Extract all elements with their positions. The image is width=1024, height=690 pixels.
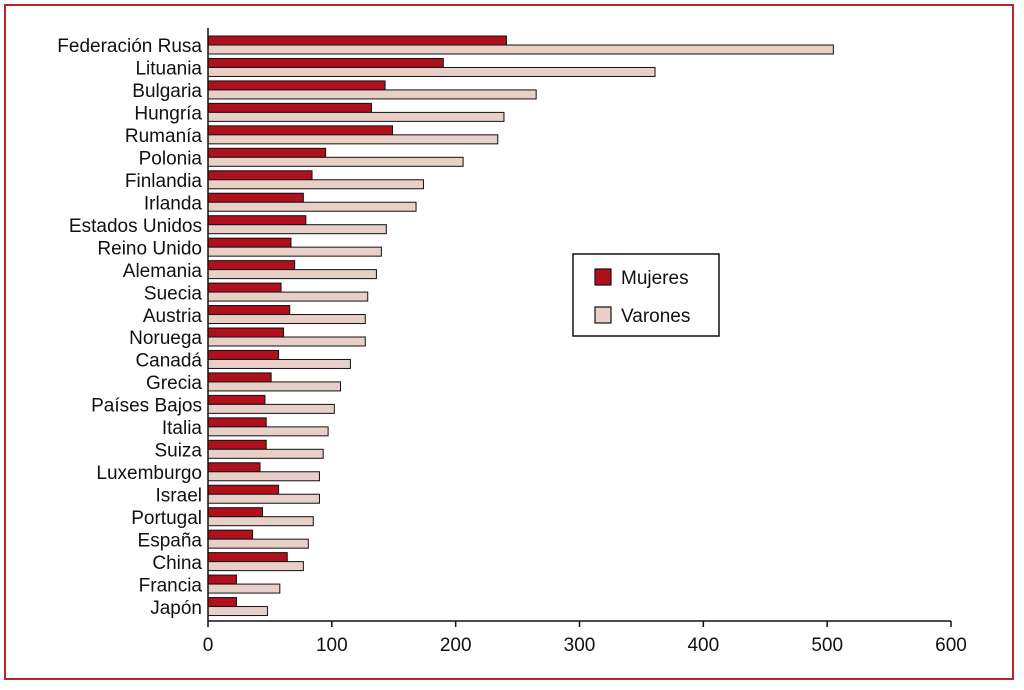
bar-varones-china bbox=[207, 561, 304, 572]
bar-mujeres-japon bbox=[207, 597, 237, 608]
category-label-lituania: Lituania bbox=[135, 59, 202, 80]
bar-mujeres-francia bbox=[207, 574, 237, 585]
category-label-suiza: Suiza bbox=[154, 441, 202, 462]
bar-varones-canada bbox=[207, 358, 351, 369]
bar-varones-bulgaria bbox=[207, 89, 537, 100]
bar-mujeres-alemania bbox=[207, 260, 296, 271]
category-label-alemania: Alemania bbox=[123, 261, 203, 282]
bar-varones-hungria bbox=[207, 111, 505, 122]
axes-group: 0 100 200 300 400 500 600 bbox=[203, 28, 967, 656]
legend-swatch-mujeres bbox=[594, 268, 612, 286]
category-label-hungria: Hungría bbox=[134, 104, 202, 125]
category-label-grecia: Grecia bbox=[146, 373, 202, 394]
x-tick-label-300: 300 bbox=[564, 635, 596, 656]
chart-frame: Federación Rusa Lituania Bulgaria Hungría Ru… bbox=[4, 4, 1014, 680]
bar-mujeres-reino-unido bbox=[207, 237, 292, 248]
legend: Mujeres Varones bbox=[572, 253, 720, 337]
bar-chart: Federación RusaLituaniaBulgariaHungríaRu… bbox=[57, 28, 967, 656]
category-label-federacion-rusa: Federación Rusa bbox=[57, 36, 202, 57]
category-label-japon: Japón bbox=[150, 598, 202, 619]
bar-varones-estados-unidos bbox=[207, 224, 387, 235]
bar-varones-austria bbox=[207, 314, 366, 325]
category-label-portugal: Portugal bbox=[131, 508, 202, 529]
bar-mujeres-bulgaria bbox=[207, 80, 386, 91]
category-label-paises-bajos: Países Bajos bbox=[91, 396, 202, 417]
bar-mujeres-israel bbox=[207, 484, 280, 495]
category-label-reino-unido: Reino Unido bbox=[97, 238, 202, 259]
legend-label-varones: Varones bbox=[621, 306, 690, 327]
category-label-rumania: Rumanía bbox=[125, 126, 203, 147]
bar-mujeres-suecia bbox=[207, 282, 282, 293]
bar-mujeres-estados-unidos bbox=[207, 215, 307, 226]
x-tick-label-200: 200 bbox=[440, 635, 472, 656]
category-label-francia: Francia bbox=[139, 575, 203, 596]
bar-varones-noruega bbox=[207, 336, 366, 347]
bar-mujeres-irlanda bbox=[207, 192, 304, 203]
bar-varones-alemania bbox=[207, 269, 377, 280]
bar-varones-luxemburgo bbox=[207, 471, 320, 482]
bar-varones-lituania bbox=[207, 66, 656, 77]
bar-varones-portugal bbox=[207, 516, 314, 527]
x-tick-label-100: 100 bbox=[316, 635, 348, 656]
bar-mujeres-grecia bbox=[207, 372, 272, 383]
bar-varones-rumania bbox=[207, 134, 499, 145]
bar-mujeres-finlandia bbox=[207, 170, 313, 181]
category-label-israel: Israel bbox=[156, 485, 202, 506]
bar-mujeres-italia bbox=[207, 417, 267, 428]
category-labels: Federación RusaLituaniaBulgariaHungríaRu… bbox=[57, 36, 202, 619]
bar-mujeres-suiza bbox=[207, 439, 267, 450]
category-label-canada: Canadá bbox=[135, 351, 202, 372]
bar-varones-finlandia bbox=[207, 179, 424, 190]
bar-mujeres-luxemburgo bbox=[207, 462, 261, 473]
bar-varones-reino-unido bbox=[207, 246, 382, 257]
bar-varones-grecia bbox=[207, 381, 342, 392]
category-label-austria: Austria bbox=[143, 306, 203, 327]
category-label-noruega: Noruega bbox=[129, 328, 202, 349]
bar-varones-suiza bbox=[207, 448, 324, 459]
bar-mujeres-federacion-rusa bbox=[207, 35, 507, 46]
category-label-italia: Italia bbox=[162, 418, 203, 439]
bar-mujeres-hungria bbox=[207, 102, 372, 113]
bar-mujeres-paises-bajos bbox=[207, 394, 266, 405]
category-label-bulgaria: Bulgaria bbox=[132, 81, 202, 102]
category-label-suecia: Suecia bbox=[144, 283, 203, 304]
legend-label-mujeres: Mujeres bbox=[621, 268, 689, 289]
bar-varones-francia bbox=[207, 583, 281, 594]
category-label-finlandia: Finlandia bbox=[125, 171, 203, 192]
category-label-china: China bbox=[152, 553, 202, 574]
bar-varones-paises-bajos bbox=[207, 403, 335, 414]
bar-varones-espana bbox=[207, 538, 309, 549]
bar-mujeres-lituania bbox=[207, 57, 444, 68]
bar-varones-japon bbox=[207, 606, 268, 617]
category-label-estados-unidos: Estados Unidos bbox=[69, 216, 202, 237]
bar-varones-italia bbox=[207, 426, 329, 437]
bars-group bbox=[207, 35, 834, 617]
bar-mujeres-austria bbox=[207, 305, 291, 316]
bar-mujeres-rumania bbox=[207, 125, 394, 136]
bar-varones-federacion-rusa bbox=[207, 44, 834, 55]
x-tick-label-0: 0 bbox=[203, 635, 214, 656]
category-label-luxemburgo: Luxemburgo bbox=[96, 463, 202, 484]
category-label-polonia: Polonia bbox=[139, 149, 203, 170]
x-tick-label-400: 400 bbox=[687, 635, 719, 656]
x-tick-label-600: 600 bbox=[935, 635, 967, 656]
bar-varones-israel bbox=[207, 493, 320, 504]
bar-mujeres-espana bbox=[207, 529, 254, 540]
bar-mujeres-polonia bbox=[207, 147, 327, 158]
bar-varones-suecia bbox=[207, 291, 369, 302]
bar-varones-irlanda bbox=[207, 201, 417, 212]
bar-mujeres-noruega bbox=[207, 327, 285, 338]
bar-mujeres-portugal bbox=[207, 507, 263, 518]
x-tick-label-500: 500 bbox=[811, 635, 843, 656]
bar-varones-polonia bbox=[207, 156, 464, 167]
category-label-irlanda: Irlanda bbox=[144, 193, 203, 214]
category-label-espana: España bbox=[138, 530, 203, 551]
bar-mujeres-china bbox=[207, 552, 288, 563]
legend-swatch-varones bbox=[594, 306, 612, 324]
bar-mujeres-canada bbox=[207, 349, 280, 360]
